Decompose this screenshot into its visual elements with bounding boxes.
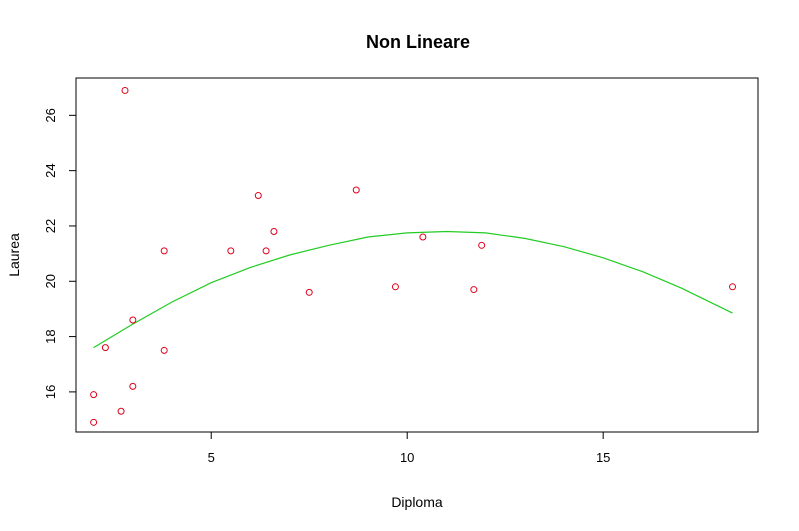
data-point xyxy=(391,283,399,291)
data-point xyxy=(470,286,478,294)
x-tick-label: 15 xyxy=(596,450,610,465)
data-point xyxy=(352,186,360,194)
y-tick-label: 20 xyxy=(43,274,58,288)
data-point xyxy=(160,247,168,255)
y-tick-label: 22 xyxy=(43,219,58,233)
data-point xyxy=(101,344,109,352)
data-point xyxy=(270,227,278,235)
y-axis-label: Laurea xyxy=(6,233,22,277)
data-point xyxy=(729,283,737,291)
x-axis: 5 10 15 xyxy=(208,431,610,465)
y-axis: 16 18 20 22 24 26 xyxy=(43,108,77,399)
fit-curve xyxy=(93,230,733,349)
data-point xyxy=(90,391,98,399)
data-point xyxy=(262,247,270,255)
data-point xyxy=(90,418,98,426)
plot-frame xyxy=(75,77,759,433)
x-axis-label: Diploma xyxy=(391,494,443,510)
y-tick-label: 26 xyxy=(43,108,58,122)
chart-title: Non Lineare xyxy=(366,32,470,52)
data-point xyxy=(254,192,262,200)
y-tick-label: 18 xyxy=(43,329,58,343)
data-point xyxy=(419,233,427,241)
data-point xyxy=(478,241,486,249)
data-point xyxy=(160,346,168,354)
y-tick-label: 16 xyxy=(43,385,58,399)
data-point xyxy=(305,288,313,296)
data-point xyxy=(121,86,129,94)
x-tick-label: 10 xyxy=(400,450,414,465)
data-points xyxy=(90,86,737,426)
data-point xyxy=(227,247,235,255)
data-point xyxy=(117,407,125,415)
data-point xyxy=(129,316,137,324)
data-point xyxy=(129,382,137,390)
y-tick-label: 24 xyxy=(43,163,58,177)
x-tick-label: 5 xyxy=(208,450,215,465)
